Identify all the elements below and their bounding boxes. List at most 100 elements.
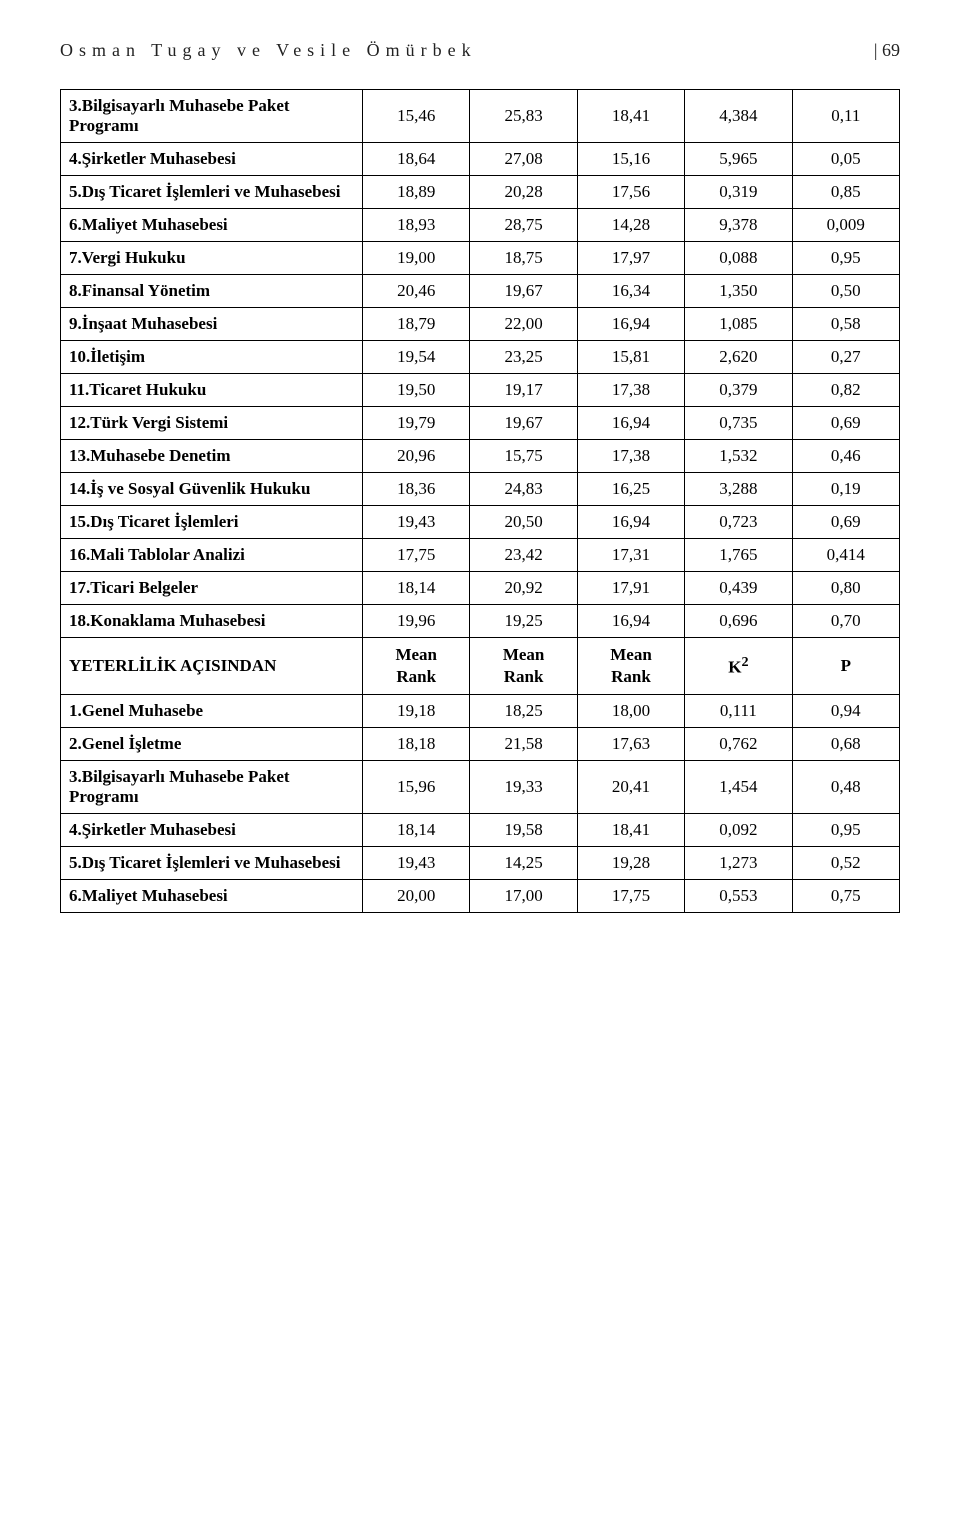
- cell-value: 20,41: [577, 761, 684, 814]
- cell-value: 19,17: [470, 374, 577, 407]
- cell-value: 0,092: [685, 814, 792, 847]
- cell-value: 0,11: [792, 90, 899, 143]
- cell-value: 20,96: [363, 440, 470, 473]
- cell-value: 0,009: [792, 209, 899, 242]
- cell-value: 19,00: [363, 242, 470, 275]
- cell-value: 2,620: [685, 341, 792, 374]
- cell-value: 15,96: [363, 761, 470, 814]
- cell-value: 19,43: [363, 847, 470, 880]
- cell-value: 0,82: [792, 374, 899, 407]
- cell-value: 0,58: [792, 308, 899, 341]
- row-label: 11.Ticaret Hukuku: [61, 374, 363, 407]
- table-row: 3.Bilgisayarlı Muhasebe Paket Programı15…: [61, 90, 900, 143]
- row-label: 15.Dış Ticaret İşlemleri: [61, 506, 363, 539]
- table-row: 5.Dış Ticaret İşlemleri ve Muhasebesi19,…: [61, 847, 900, 880]
- cell-value: 20,28: [470, 176, 577, 209]
- row-label: 3.Bilgisayarlı Muhasebe Paket Programı: [61, 761, 363, 814]
- table-row: 4.Şirketler Muhasebesi18,1419,5818,410,0…: [61, 814, 900, 847]
- cell-value: 0,95: [792, 242, 899, 275]
- cell-value: 0,80: [792, 572, 899, 605]
- cell-value: 18,93: [363, 209, 470, 242]
- cell-value: 16,34: [577, 275, 684, 308]
- cell-value: 20,92: [470, 572, 577, 605]
- cell-value: 19,50: [363, 374, 470, 407]
- cell-value: 0,735: [685, 407, 792, 440]
- cell-value: 18,75: [470, 242, 577, 275]
- section-title: YETERLİLİK AÇISINDAN: [61, 638, 363, 695]
- table-row: 9.İnşaat Muhasebesi18,7922,0016,941,0850…: [61, 308, 900, 341]
- cell-value: 18,89: [363, 176, 470, 209]
- cell-value: 0,088: [685, 242, 792, 275]
- cell-value: 0,69: [792, 407, 899, 440]
- row-label: 6.Maliyet Muhasebesi: [61, 209, 363, 242]
- row-label: 3.Bilgisayarlı Muhasebe Paket Programı: [61, 90, 363, 143]
- cell-value: 1,350: [685, 275, 792, 308]
- row-label: 7.Vergi Hukuku: [61, 242, 363, 275]
- cell-value: 17,38: [577, 440, 684, 473]
- cell-value: 18,14: [363, 572, 470, 605]
- cell-value: 1,273: [685, 847, 792, 880]
- cell-value: 23,25: [470, 341, 577, 374]
- cell-value: 0,696: [685, 605, 792, 638]
- cell-value: 18,00: [577, 695, 684, 728]
- cell-value: 0,75: [792, 880, 899, 913]
- cell-value: 18,25: [470, 695, 577, 728]
- table-row: 16.Mali Tablolar Analizi17,7523,4217,311…: [61, 539, 900, 572]
- cell-value: 0,68: [792, 728, 899, 761]
- cell-value: 19,25: [470, 605, 577, 638]
- cell-value: 14,25: [470, 847, 577, 880]
- cell-value: 17,38: [577, 374, 684, 407]
- cell-value: 19,79: [363, 407, 470, 440]
- cell-value: 19,67: [470, 275, 577, 308]
- cell-value: 27,08: [470, 143, 577, 176]
- cell-value: 16,94: [577, 506, 684, 539]
- cell-value: 19,33: [470, 761, 577, 814]
- cell-value: 0,95: [792, 814, 899, 847]
- cell-value: 18,18: [363, 728, 470, 761]
- column-header: MeanRank: [470, 638, 577, 695]
- cell-value: 17,97: [577, 242, 684, 275]
- cell-value: 15,81: [577, 341, 684, 374]
- cell-value: 1,765: [685, 539, 792, 572]
- row-label: 6.Maliyet Muhasebesi: [61, 880, 363, 913]
- table-row: 3.Bilgisayarlı Muhasebe Paket Programı15…: [61, 761, 900, 814]
- cell-value: 0,19: [792, 473, 899, 506]
- table-row: 11.Ticaret Hukuku19,5019,1717,380,3790,8…: [61, 374, 900, 407]
- cell-value: 16,94: [577, 605, 684, 638]
- column-header: MeanRank: [363, 638, 470, 695]
- table-row: 6.Maliyet Muhasebesi20,0017,0017,750,553…: [61, 880, 900, 913]
- cell-value: 0,414: [792, 539, 899, 572]
- cell-value: 28,75: [470, 209, 577, 242]
- cell-value: 19,67: [470, 407, 577, 440]
- cell-value: 5,965: [685, 143, 792, 176]
- cell-value: 19,28: [577, 847, 684, 880]
- table-row: 14.İş ve Sosyal Güvenlik Hukuku18,3624,8…: [61, 473, 900, 506]
- cell-value: 17,75: [577, 880, 684, 913]
- cell-value: 16,94: [577, 407, 684, 440]
- column-header-p: P: [792, 638, 899, 695]
- cell-value: 1,085: [685, 308, 792, 341]
- column-header-k2: K2: [685, 638, 792, 695]
- cell-value: 0,439: [685, 572, 792, 605]
- cell-value: 4,384: [685, 90, 792, 143]
- cell-value: 0,70: [792, 605, 899, 638]
- cell-value: 15,16: [577, 143, 684, 176]
- table-row: 6.Maliyet Muhasebesi18,9328,7514,289,378…: [61, 209, 900, 242]
- row-label: 1.Genel Muhasebe: [61, 695, 363, 728]
- cell-value: 17,00: [470, 880, 577, 913]
- table-row: 2.Genel İşletme18,1821,5817,630,7620,68: [61, 728, 900, 761]
- table-row: 15.Dış Ticaret İşlemleri19,4320,5016,940…: [61, 506, 900, 539]
- row-label: 13.Muhasebe Denetim: [61, 440, 363, 473]
- row-label: 12.Türk Vergi Sistemi: [61, 407, 363, 440]
- cell-value: 0,111: [685, 695, 792, 728]
- header-page-number: | 69: [874, 40, 900, 61]
- cell-value: 16,94: [577, 308, 684, 341]
- cell-value: 9,378: [685, 209, 792, 242]
- table-row: 12.Türk Vergi Sistemi19,7919,6716,940,73…: [61, 407, 900, 440]
- cell-value: 19,96: [363, 605, 470, 638]
- cell-value: 20,46: [363, 275, 470, 308]
- cell-value: 0,27: [792, 341, 899, 374]
- cell-value: 0,723: [685, 506, 792, 539]
- table-row: 13.Muhasebe Denetim20,9615,7517,381,5320…: [61, 440, 900, 473]
- cell-value: 0,52: [792, 847, 899, 880]
